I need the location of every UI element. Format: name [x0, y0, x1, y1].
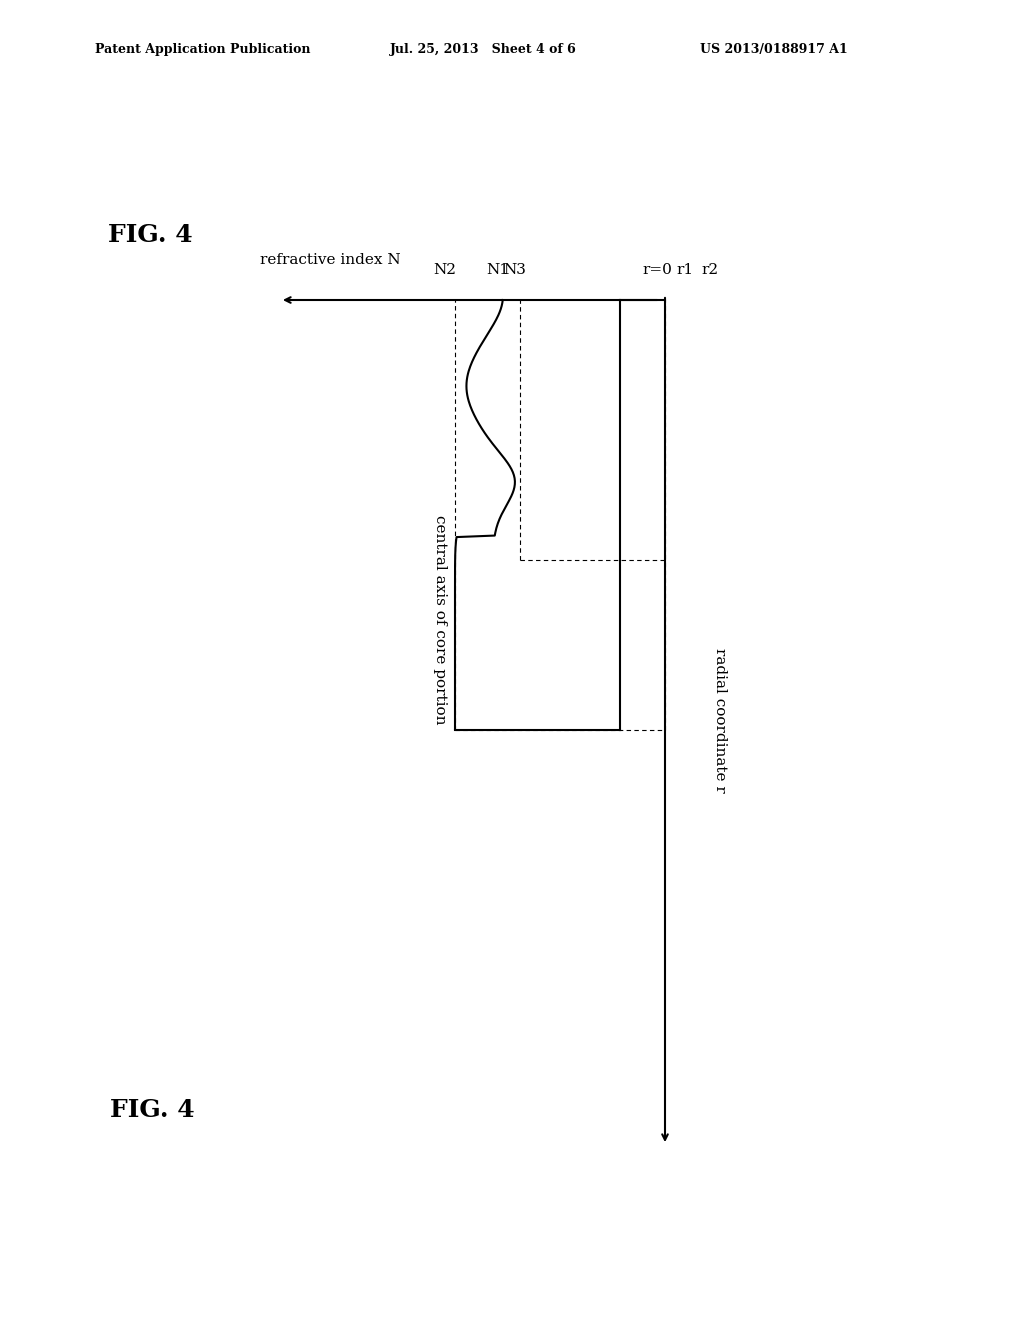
Text: radial coordinate r: radial coordinate r: [713, 648, 727, 792]
Text: FIG. 4: FIG. 4: [108, 223, 193, 247]
Text: refractive index N: refractive index N: [260, 253, 400, 267]
Text: N3: N3: [504, 263, 526, 277]
Text: N1: N1: [486, 263, 510, 277]
Text: N2: N2: [433, 263, 457, 277]
Text: r1: r1: [677, 263, 693, 277]
Text: US 2013/0188917 A1: US 2013/0188917 A1: [700, 44, 848, 57]
Text: r=0: r=0: [642, 263, 672, 277]
Text: central axis of core portion: central axis of core portion: [433, 515, 447, 725]
Text: r2: r2: [701, 263, 719, 277]
Text: Patent Application Publication: Patent Application Publication: [95, 44, 310, 57]
Text: Jul. 25, 2013   Sheet 4 of 6: Jul. 25, 2013 Sheet 4 of 6: [390, 44, 577, 57]
Text: FIG. 4: FIG. 4: [110, 1098, 195, 1122]
